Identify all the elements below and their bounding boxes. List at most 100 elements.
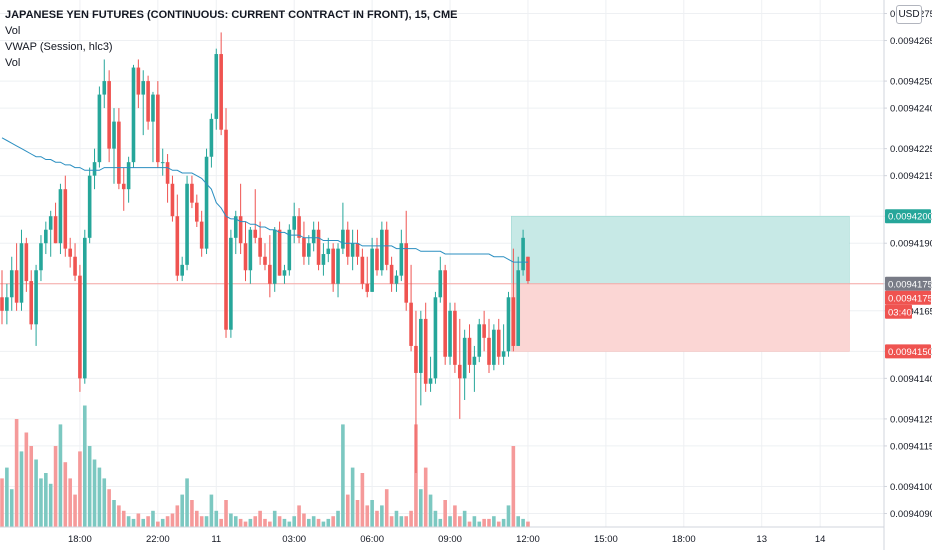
candle — [472, 345, 477, 392]
candle — [87, 167, 92, 244]
candle-body — [58, 189, 63, 244]
candle-body — [199, 221, 204, 249]
candle — [195, 194, 199, 228]
candle — [438, 256, 443, 303]
price-tick-label: 0.0094125 — [890, 414, 932, 425]
price-label-text: 0.0094175 — [888, 279, 932, 290]
volume-bar — [151, 510, 155, 527]
volume-bar — [19, 451, 24, 527]
candle — [365, 256, 370, 298]
candle — [272, 227, 277, 292]
candle-body — [360, 256, 365, 284]
currency-button[interactable]: USD — [896, 5, 922, 24]
candle-body — [467, 337, 472, 365]
price-label-bg — [885, 304, 912, 319]
volume-bar — [214, 510, 219, 527]
volume-bar — [170, 513, 175, 527]
candle-body — [457, 364, 462, 379]
volume-bar — [438, 518, 443, 527]
volume-indicator-label[interactable]: Vol — [5, 25, 21, 37]
time-tick-label: 22:00 — [146, 534, 170, 545]
candle-body — [380, 229, 384, 271]
candle — [170, 175, 175, 222]
price-label-text: 0.0094175 — [888, 293, 932, 304]
candle-body — [195, 202, 199, 222]
candle-body — [224, 129, 228, 330]
volume-bar — [277, 516, 282, 527]
volume-bar — [350, 467, 355, 527]
volume-bar — [92, 459, 97, 527]
candle-body — [492, 329, 496, 365]
symbol-title[interactable]: JAPANESE YEN FUTURES (CONTINUOUS: CURREN… — [5, 9, 458, 21]
candle — [321, 243, 326, 276]
volume-bar — [496, 521, 501, 527]
candle — [58, 183, 63, 255]
candle — [360, 248, 365, 290]
candle-body — [516, 270, 521, 346]
volume-bar — [204, 516, 209, 527]
candle — [117, 108, 121, 190]
candle-body — [131, 67, 136, 163]
candle-body — [482, 324, 486, 338]
candle-body — [243, 243, 248, 271]
candle — [409, 264, 413, 352]
candle-body — [258, 237, 262, 257]
price-axis-label: 0.0094175 — [885, 290, 932, 305]
candle — [428, 356, 433, 392]
volume-bar — [126, 516, 131, 527]
candle-body — [97, 94, 102, 163]
candle-body — [44, 229, 48, 244]
volume-bar — [457, 516, 462, 527]
volume-bar — [428, 494, 433, 527]
volume-bar — [63, 462, 68, 527]
candle — [316, 221, 321, 271]
candle-body — [5, 297, 9, 311]
volume-indicator-label-2[interactable]: Vol — [5, 57, 21, 69]
volume-bar — [131, 518, 136, 527]
price-tick-label: 0.0094190 — [890, 239, 932, 250]
candle-body — [238, 216, 243, 244]
candle-body — [112, 121, 116, 149]
volume-bar — [399, 516, 404, 527]
volume-bar — [48, 483, 53, 527]
candle — [399, 229, 404, 282]
candle — [73, 243, 77, 282]
volume-bar — [467, 521, 472, 527]
volume-bar — [526, 521, 530, 527]
volume-bar — [341, 424, 345, 527]
candle — [121, 167, 126, 211]
candle-body — [170, 183, 175, 217]
vwap-indicator-label[interactable]: VWAP (Session, hlc3) — [5, 41, 113, 53]
volume-bar — [229, 513, 233, 527]
candle — [102, 59, 107, 109]
candle — [136, 59, 141, 109]
candle — [131, 64, 136, 168]
candle — [263, 243, 267, 271]
volume-bar — [29, 446, 34, 527]
volume-bar — [24, 432, 29, 527]
candle — [82, 229, 87, 384]
candle-body — [160, 162, 165, 164]
time-tick-label: 11 — [211, 534, 221, 545]
candle — [209, 113, 214, 168]
candle-body — [229, 237, 233, 330]
candle — [219, 32, 223, 136]
volume-bar — [238, 518, 243, 527]
price-label-text: 03:40 — [888, 307, 912, 318]
candle — [496, 318, 501, 365]
volume-bar — [453, 505, 457, 527]
candle — [501, 324, 506, 365]
candle — [526, 256, 530, 284]
candle-body — [438, 270, 443, 298]
candle — [453, 302, 457, 373]
candle-body — [233, 216, 238, 238]
volume-bar — [311, 516, 316, 527]
candle-body — [302, 237, 306, 257]
candle — [146, 75, 150, 130]
candle-body — [180, 264, 184, 276]
candle-body — [389, 264, 394, 284]
candle — [350, 229, 355, 271]
candle-body — [428, 378, 433, 384]
candle — [156, 81, 160, 168]
